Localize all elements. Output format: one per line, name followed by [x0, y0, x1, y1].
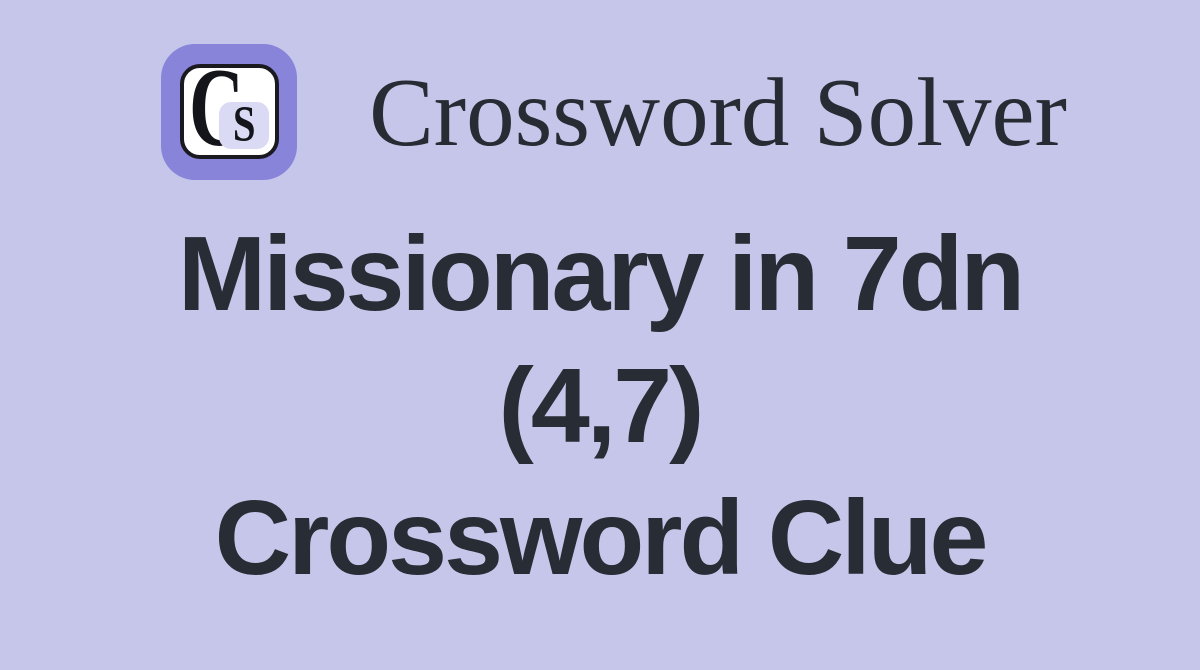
clue-heading: Missionary in 7dn (4,7) Crossword Clue	[0, 208, 1200, 604]
logo-s-badge: S	[219, 97, 270, 153]
logo-letter-s: S	[232, 97, 256, 153]
clue-text-line: Missionary in 7dn	[177, 215, 1025, 333]
clue-suffix-line: Crossword Clue	[214, 479, 989, 597]
site-title[interactable]: Crossword Solver	[369, 58, 1067, 166]
clue-enumeration-line: (4,7)	[498, 347, 705, 465]
site-logo[interactable]: C S	[161, 44, 298, 180]
site-header: C S Crossword Solver	[0, 0, 1200, 180]
logo-inner-tile: C S	[180, 52, 280, 164]
